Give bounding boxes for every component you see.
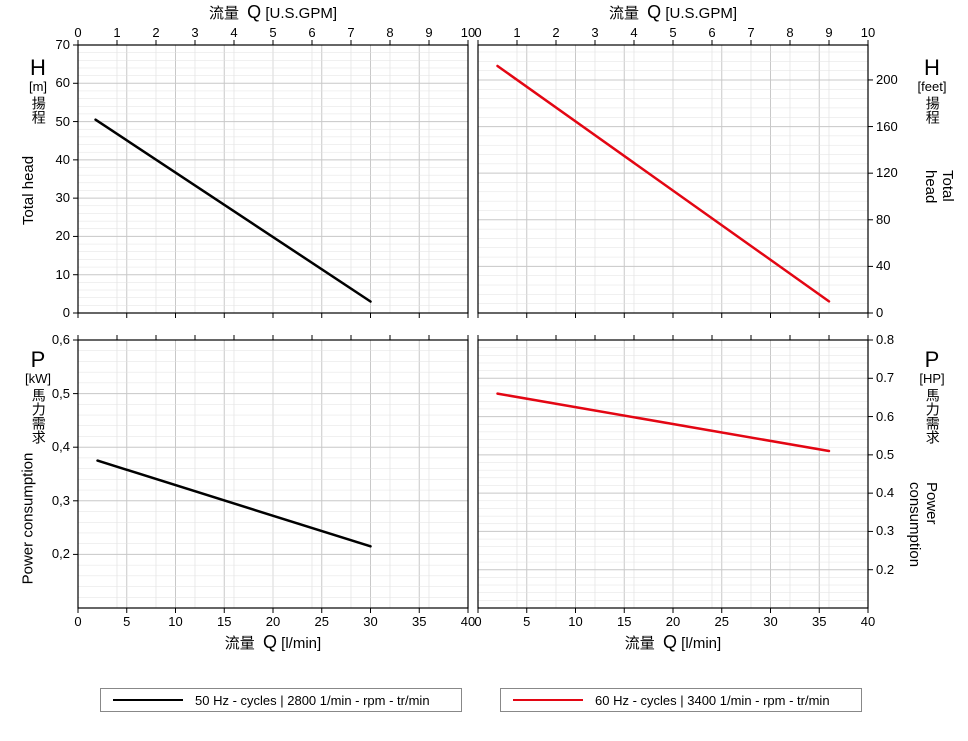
legend-swatch-60hz	[513, 699, 583, 701]
vert-total-head-left: Total head	[20, 156, 37, 225]
bottom-x-title-right: 流量 Q [l/min]	[478, 632, 868, 653]
tick-label: 1	[113, 25, 120, 40]
tick-label: 6	[708, 25, 715, 40]
bottom-x-title-left: 流量 Q [l/min]	[78, 632, 468, 653]
tick-label: 25	[715, 614, 729, 629]
tick-label: 0.8	[876, 332, 894, 347]
tick-label: 6	[308, 25, 315, 40]
tick-label: 70	[56, 37, 70, 52]
tick-label: 120	[876, 165, 898, 180]
tick-label: 0,2	[52, 546, 70, 561]
top-x-title-left: 流量 Q [U.S.GPM]	[78, 2, 468, 23]
tick-label: 10	[168, 614, 182, 629]
tick-label: 9	[425, 25, 432, 40]
tick-label: 200	[876, 72, 898, 87]
tick-label: 9	[825, 25, 832, 40]
tick-label: 4	[630, 25, 637, 40]
tick-label: 40	[861, 614, 875, 629]
panel-head-50hz	[78, 45, 468, 313]
tick-label: 30	[363, 614, 377, 629]
tick-label: 30	[763, 614, 777, 629]
tick-label: 0	[474, 25, 481, 40]
tick-label: 40	[461, 614, 475, 629]
tick-label: 30	[56, 190, 70, 205]
tick-label: 0	[63, 305, 70, 320]
tick-label: 0.6	[876, 409, 894, 424]
tick-label: 0	[74, 25, 81, 40]
legend-swatch-50hz	[113, 699, 183, 701]
tick-label: 35	[812, 614, 826, 629]
tick-label: 60	[56, 75, 70, 90]
tick-label: 5	[669, 25, 676, 40]
panel-head-60hz	[478, 45, 868, 313]
tick-label: 0.4	[876, 485, 894, 500]
tick-label: 10	[56, 267, 70, 282]
tick-label: 10	[461, 25, 475, 40]
tick-label: 0,4	[52, 439, 70, 454]
tick-label: 0,5	[52, 386, 70, 401]
y-block-H-right: H [feet] 揚程	[902, 56, 962, 124]
tick-label: 35	[412, 614, 426, 629]
tick-label: 4	[230, 25, 237, 40]
tick-label: 7	[347, 25, 354, 40]
vert-total-head-right: Total head	[922, 170, 956, 228]
y-block-P-right: P [HP] 馬力需求	[902, 348, 962, 444]
tick-label: 0,3	[52, 493, 70, 508]
legend-50hz: 50 Hz - cycles | 2800 1/min - rpm - tr/m…	[100, 688, 462, 712]
tick-label: 20	[266, 614, 280, 629]
tick-label: 25	[315, 614, 329, 629]
tick-label: 1	[513, 25, 520, 40]
tick-label: 50	[56, 114, 70, 129]
tick-label: 10	[861, 25, 875, 40]
tick-label: 0.5	[876, 447, 894, 462]
tick-label: 0,6	[52, 332, 70, 347]
tick-label: 20	[666, 614, 680, 629]
tick-label: 80	[876, 212, 890, 227]
tick-label: 160	[876, 119, 898, 134]
tick-label: 8	[386, 25, 393, 40]
legend-60hz: 60 Hz - cycles | 3400 1/min - rpm - tr/m…	[500, 688, 862, 712]
tick-label: 15	[217, 614, 231, 629]
tick-label: 20	[56, 228, 70, 243]
tick-label: 3	[591, 25, 598, 40]
tick-label: 0	[876, 305, 883, 320]
pump-curve-figure: 流量 Q [U.S.GPM] 流量 Q [U.S.GPM] H [m] 揚程 T…	[0, 0, 968, 741]
top-x-title-right: 流量 Q [U.S.GPM]	[478, 2, 868, 23]
tick-label: 40	[876, 258, 890, 273]
tick-label: 2	[552, 25, 559, 40]
tick-label: 0.7	[876, 370, 894, 385]
tick-label: 3	[191, 25, 198, 40]
tick-label: 5	[269, 25, 276, 40]
panel-power-60hz	[478, 340, 868, 608]
tick-label: 0	[74, 614, 81, 629]
tick-label: 2	[152, 25, 159, 40]
tick-label: 15	[617, 614, 631, 629]
tick-label: 0.2	[876, 562, 894, 577]
tick-label: 40	[56, 152, 70, 167]
tick-label: 5	[523, 614, 530, 629]
tick-label: 10	[568, 614, 582, 629]
tick-label: 7	[747, 25, 754, 40]
panel-power-50hz	[78, 340, 468, 608]
tick-label: 0.3	[876, 523, 894, 538]
tick-label: 0	[474, 614, 481, 629]
tick-label: 8	[786, 25, 793, 40]
vert-power-right: Power consumption	[906, 482, 940, 572]
tick-label: 5	[123, 614, 130, 629]
vert-power-left: Power consumption	[19, 453, 36, 585]
